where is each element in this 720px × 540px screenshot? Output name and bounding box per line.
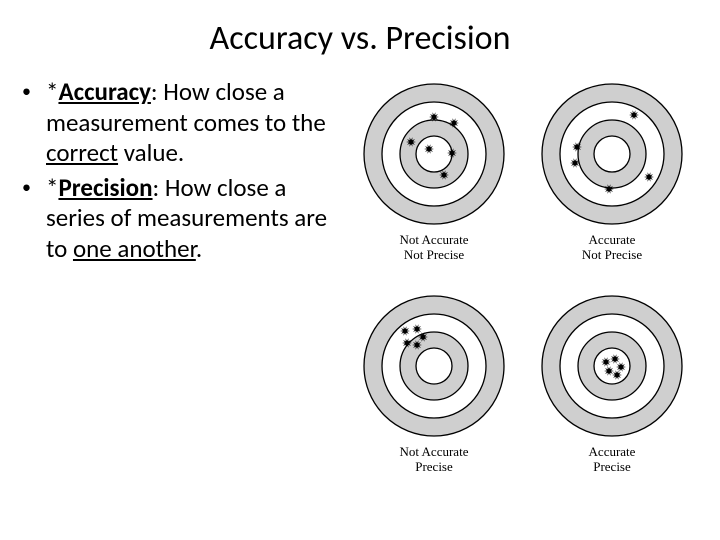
caption-line1: Not Accurate <box>400 445 469 460</box>
bullet-underline2: one another <box>73 233 196 264</box>
target-caption: Not AccuratePrecise <box>400 445 469 475</box>
bullet-underline2: correct <box>46 137 118 168</box>
bullet-rest2: value. <box>118 137 184 168</box>
bullet-term: Precision <box>58 172 152 203</box>
bullet-body: *Accuracy: How close a measurement comes… <box>46 77 342 169</box>
target-bl: Not AccuratePrecise <box>348 291 520 475</box>
caption-line2: Not Precise <box>400 248 469 263</box>
caption-line1: Accurate <box>582 233 642 248</box>
bullet-body: *Precision: How close a series of measur… <box>46 173 342 265</box>
caption-line1: Accurate <box>589 445 636 460</box>
target-svg <box>359 79 509 229</box>
target-svg <box>537 291 687 441</box>
caption-line2: Not Precise <box>582 248 642 263</box>
definitions-column: •*Accuracy: How close a measurement come… <box>22 77 342 475</box>
caption-line2: Precise <box>400 460 469 475</box>
target-svg <box>359 291 509 441</box>
bullet-lead: * <box>46 76 58 107</box>
bullet-mark: • <box>22 173 46 265</box>
bullet-0: •*Accuracy: How close a measurement come… <box>22 77 342 169</box>
target-br: AccuratePrecise <box>526 291 698 475</box>
target-caption: AccuratePrecise <box>589 445 636 475</box>
bullet-mark: • <box>22 77 46 169</box>
bullet-term: Accuracy <box>58 76 150 107</box>
target-caption: Not AccurateNot Precise <box>400 233 469 263</box>
page-title: Accuracy vs. Precision <box>0 0 720 69</box>
target-caption: AccurateNot Precise <box>582 233 642 263</box>
content-row: •*Accuracy: How close a measurement come… <box>0 69 720 475</box>
caption-line1: Not Accurate <box>400 233 469 248</box>
target-svg <box>537 79 687 229</box>
targets-grid: Not AccurateNot PreciseAccurateNot Preci… <box>342 77 698 475</box>
bullet-lead: * <box>46 172 58 203</box>
target-tl: Not AccurateNot Precise <box>348 79 520 263</box>
caption-line2: Precise <box>589 460 636 475</box>
bullet-1: •*Precision: How close a series of measu… <box>22 173 342 265</box>
target-tr: AccurateNot Precise <box>526 79 698 263</box>
bullet-rest2: . <box>196 233 202 264</box>
